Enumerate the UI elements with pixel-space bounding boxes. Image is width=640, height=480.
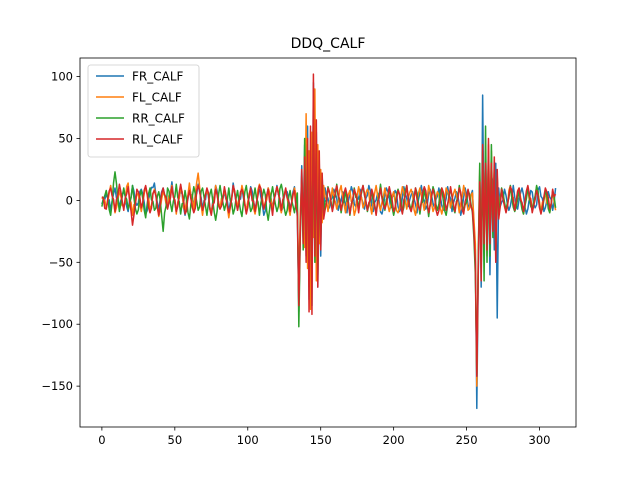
y-tick-label: −50 xyxy=(49,255,73,269)
y-tick-label: 50 xyxy=(58,131,73,145)
x-axis: 0 50 100 150 200 250 300 xyxy=(98,427,551,447)
y-axis: −150 −100 −50 0 50 100 xyxy=(41,70,80,393)
y-tick-label: −100 xyxy=(41,317,73,331)
plot-frame xyxy=(79,57,577,428)
x-tick-label: 0 xyxy=(98,433,105,447)
chart-title: DDQ_CALF xyxy=(291,36,366,52)
x-tick-label: 200 xyxy=(383,433,405,447)
x-tick-label: 50 xyxy=(168,433,183,447)
y-tick-label: 100 xyxy=(51,70,73,84)
x-tick-label: 150 xyxy=(310,433,332,447)
x-tick-label: 300 xyxy=(529,433,551,447)
legend-label: FR_CALF xyxy=(132,70,184,84)
legend: FR_CALF FL_CALF RR_CALF RL_CALF xyxy=(87,64,200,158)
legend-box xyxy=(87,64,200,158)
series-line-rl-calf xyxy=(101,73,557,377)
series-layer xyxy=(101,73,557,410)
x-tick-label: 100 xyxy=(237,433,259,447)
legend-label: FL_CALF xyxy=(132,91,182,105)
y-tick-label: 0 xyxy=(66,193,73,207)
x-tick-label: 250 xyxy=(456,433,478,447)
legend-label: RL_CALF xyxy=(132,133,183,147)
y-tick-label: −150 xyxy=(41,379,73,393)
legend-label: RR_CALF xyxy=(132,112,185,126)
